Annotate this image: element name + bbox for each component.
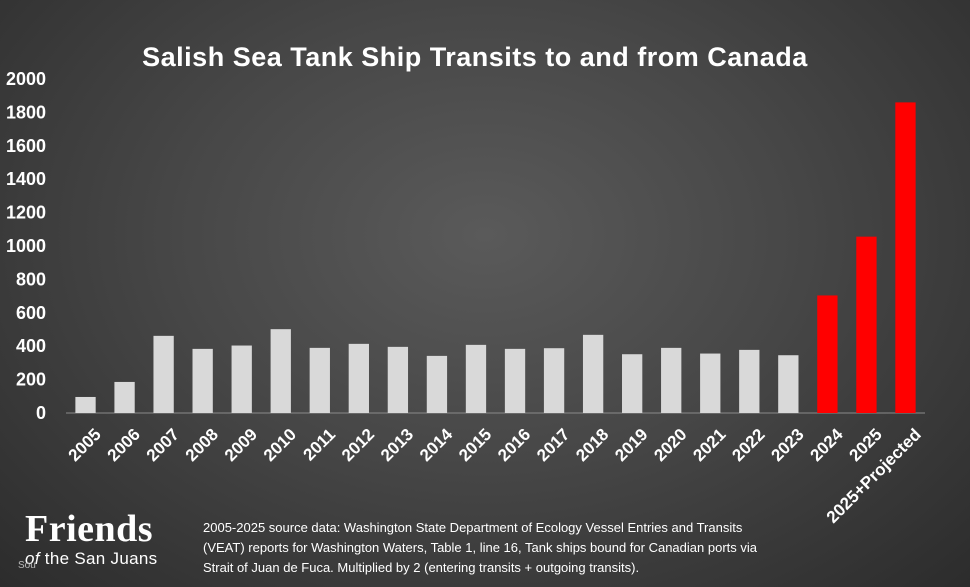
bar-2010	[270, 329, 291, 413]
y-tick-label: 1000	[6, 236, 46, 256]
x-tick-label: 2024	[807, 424, 848, 465]
y-tick-label: 1800	[6, 102, 46, 122]
x-tick-label: 2007	[143, 425, 183, 465]
logo-sub-of: of	[25, 549, 40, 568]
bar-2020	[661, 347, 682, 413]
bar-2005	[75, 396, 96, 413]
y-axis: 0 200 400 600 800 1000 1200 1400 1600 1800 2000	[6, 69, 46, 423]
source-note: 2005-2025 source data: Washington State …	[203, 520, 757, 575]
bar-2024	[817, 295, 838, 413]
x-tick-label: 2005	[65, 425, 105, 465]
bar-2014	[426, 355, 448, 413]
logo-subtitle: of the San Juans	[25, 549, 195, 569]
x-tick-label: 2013	[377, 425, 417, 465]
bar-2011	[309, 347, 330, 413]
y-tick-label: 1200	[6, 203, 46, 223]
x-tick-label: 2022	[728, 425, 768, 465]
x-tick-label: 2019	[611, 425, 651, 465]
logo-tag: Sou	[18, 560, 36, 571]
x-tick-label: 2006	[104, 425, 144, 465]
bar-2015	[465, 344, 487, 413]
x-tick-label: 2014	[416, 424, 457, 465]
x-tick-label: 2020	[650, 425, 690, 465]
bar-2007	[153, 335, 174, 413]
bar-2009	[231, 345, 252, 413]
x-tick-label: 2017	[533, 425, 573, 465]
y-tick-label: 400	[16, 336, 46, 356]
bar-2017	[543, 348, 565, 413]
logo-wordmark: Friends	[25, 508, 154, 550]
x-tick-label: 2023	[767, 425, 807, 465]
friends-of-the-san-juans-logo: Friends of the San Juans	[25, 510, 195, 569]
x-tick-label: 2021	[689, 425, 729, 465]
x-tick-label: 2018	[572, 425, 612, 465]
x-tick-label: 2011	[300, 425, 340, 465]
logo-sub-rest: the San Juans	[39, 549, 158, 568]
bar-2025	[856, 236, 877, 413]
x-tick-label: 2012	[338, 425, 378, 465]
bar-2013	[387, 346, 409, 413]
x-tick-label: 2016	[494, 425, 534, 465]
y-tick-label: 0	[36, 403, 46, 423]
bar-2023	[778, 355, 799, 413]
bar-group	[75, 102, 916, 413]
y-tick-label: 200	[16, 370, 46, 390]
x-tick-label: 2015	[455, 425, 495, 465]
x-tick-label: 2009	[221, 425, 261, 465]
bar-2008	[192, 348, 213, 413]
bar-2012	[348, 343, 369, 413]
x-tick-label: 2010	[260, 425, 300, 465]
bar-2006	[114, 381, 135, 413]
bar-2019	[622, 354, 643, 413]
bar-2018	[582, 334, 604, 413]
y-tick-label: 1600	[6, 136, 46, 156]
y-tick-label: 800	[16, 269, 46, 289]
bar-2021	[700, 353, 721, 413]
bar-2016	[504, 348, 526, 413]
y-tick-label: 2000	[6, 69, 46, 89]
x-tick-label: 2008	[182, 425, 222, 465]
bar-2025+Projected	[895, 102, 916, 413]
y-tick-label: 600	[16, 303, 46, 323]
y-tick-label: 1400	[6, 169, 46, 189]
chart-title: Salish Sea Tank Ship Transits to and fro…	[142, 42, 808, 72]
bar-2022	[739, 349, 760, 413]
